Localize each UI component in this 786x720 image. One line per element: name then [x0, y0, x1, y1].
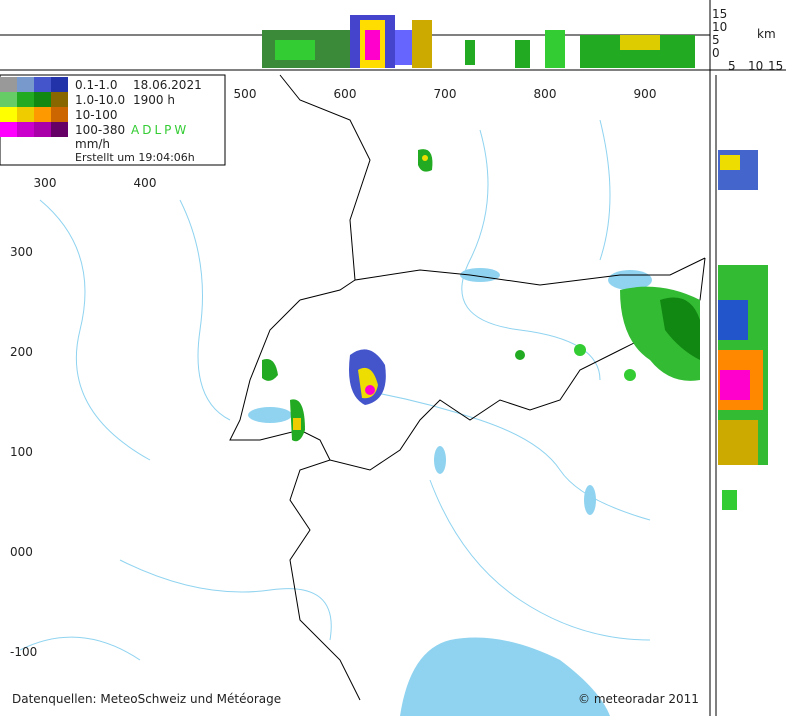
height-label: 0 [712, 46, 720, 60]
x-label: 300 [34, 176, 57, 190]
legend-range: 0.1-1.0 [75, 78, 118, 92]
legend-date: 18.06.2021 [133, 78, 202, 92]
height-label: 5 [712, 33, 720, 47]
y-label: 200 [10, 345, 33, 359]
legend-unit: mm/h [75, 137, 110, 151]
right-profile-echoes [718, 150, 768, 510]
height-label: 15 [712, 7, 727, 21]
x-label: 700 [434, 87, 457, 101]
y-label: 300 [10, 245, 33, 259]
footer-sources: Datenquellen: MeteoSchweiz und Météorage [12, 692, 281, 706]
legend-created: Erstellt um 19:04:06h [75, 151, 195, 164]
legend-range: 1.0-10.0 [75, 93, 125, 107]
legend-range: 100-380 [75, 123, 125, 137]
y-label: 000 [10, 545, 33, 559]
y-label: 100 [10, 445, 33, 459]
top-profile-echoes [262, 15, 695, 68]
x-label: 800 [534, 87, 557, 101]
height-label: 10 [712, 20, 727, 34]
rivers [19, 119, 651, 661]
footer-copyright: © meteoradar 2011 [578, 692, 699, 706]
height-unit: km [757, 27, 776, 41]
legend: 0.1-1.0 18.06.2021 1.0-10.0 1900 h 10-10… [0, 74, 226, 166]
x-label: 400 [134, 176, 157, 190]
x-label: 900 [634, 87, 657, 101]
x-label: 600 [334, 87, 357, 101]
width-label: 15 [768, 59, 783, 73]
width-label: 5 [728, 59, 736, 73]
x-label: 500 [234, 87, 257, 101]
y-label: -100 [10, 645, 37, 659]
legend-network: ADLPW [131, 123, 189, 137]
width-label: 10 [748, 59, 763, 73]
borders [229, 74, 706, 701]
precipitation [262, 149, 700, 442]
legend-range: 10-100 [75, 108, 118, 122]
legend-time: 1900 h [133, 93, 175, 107]
